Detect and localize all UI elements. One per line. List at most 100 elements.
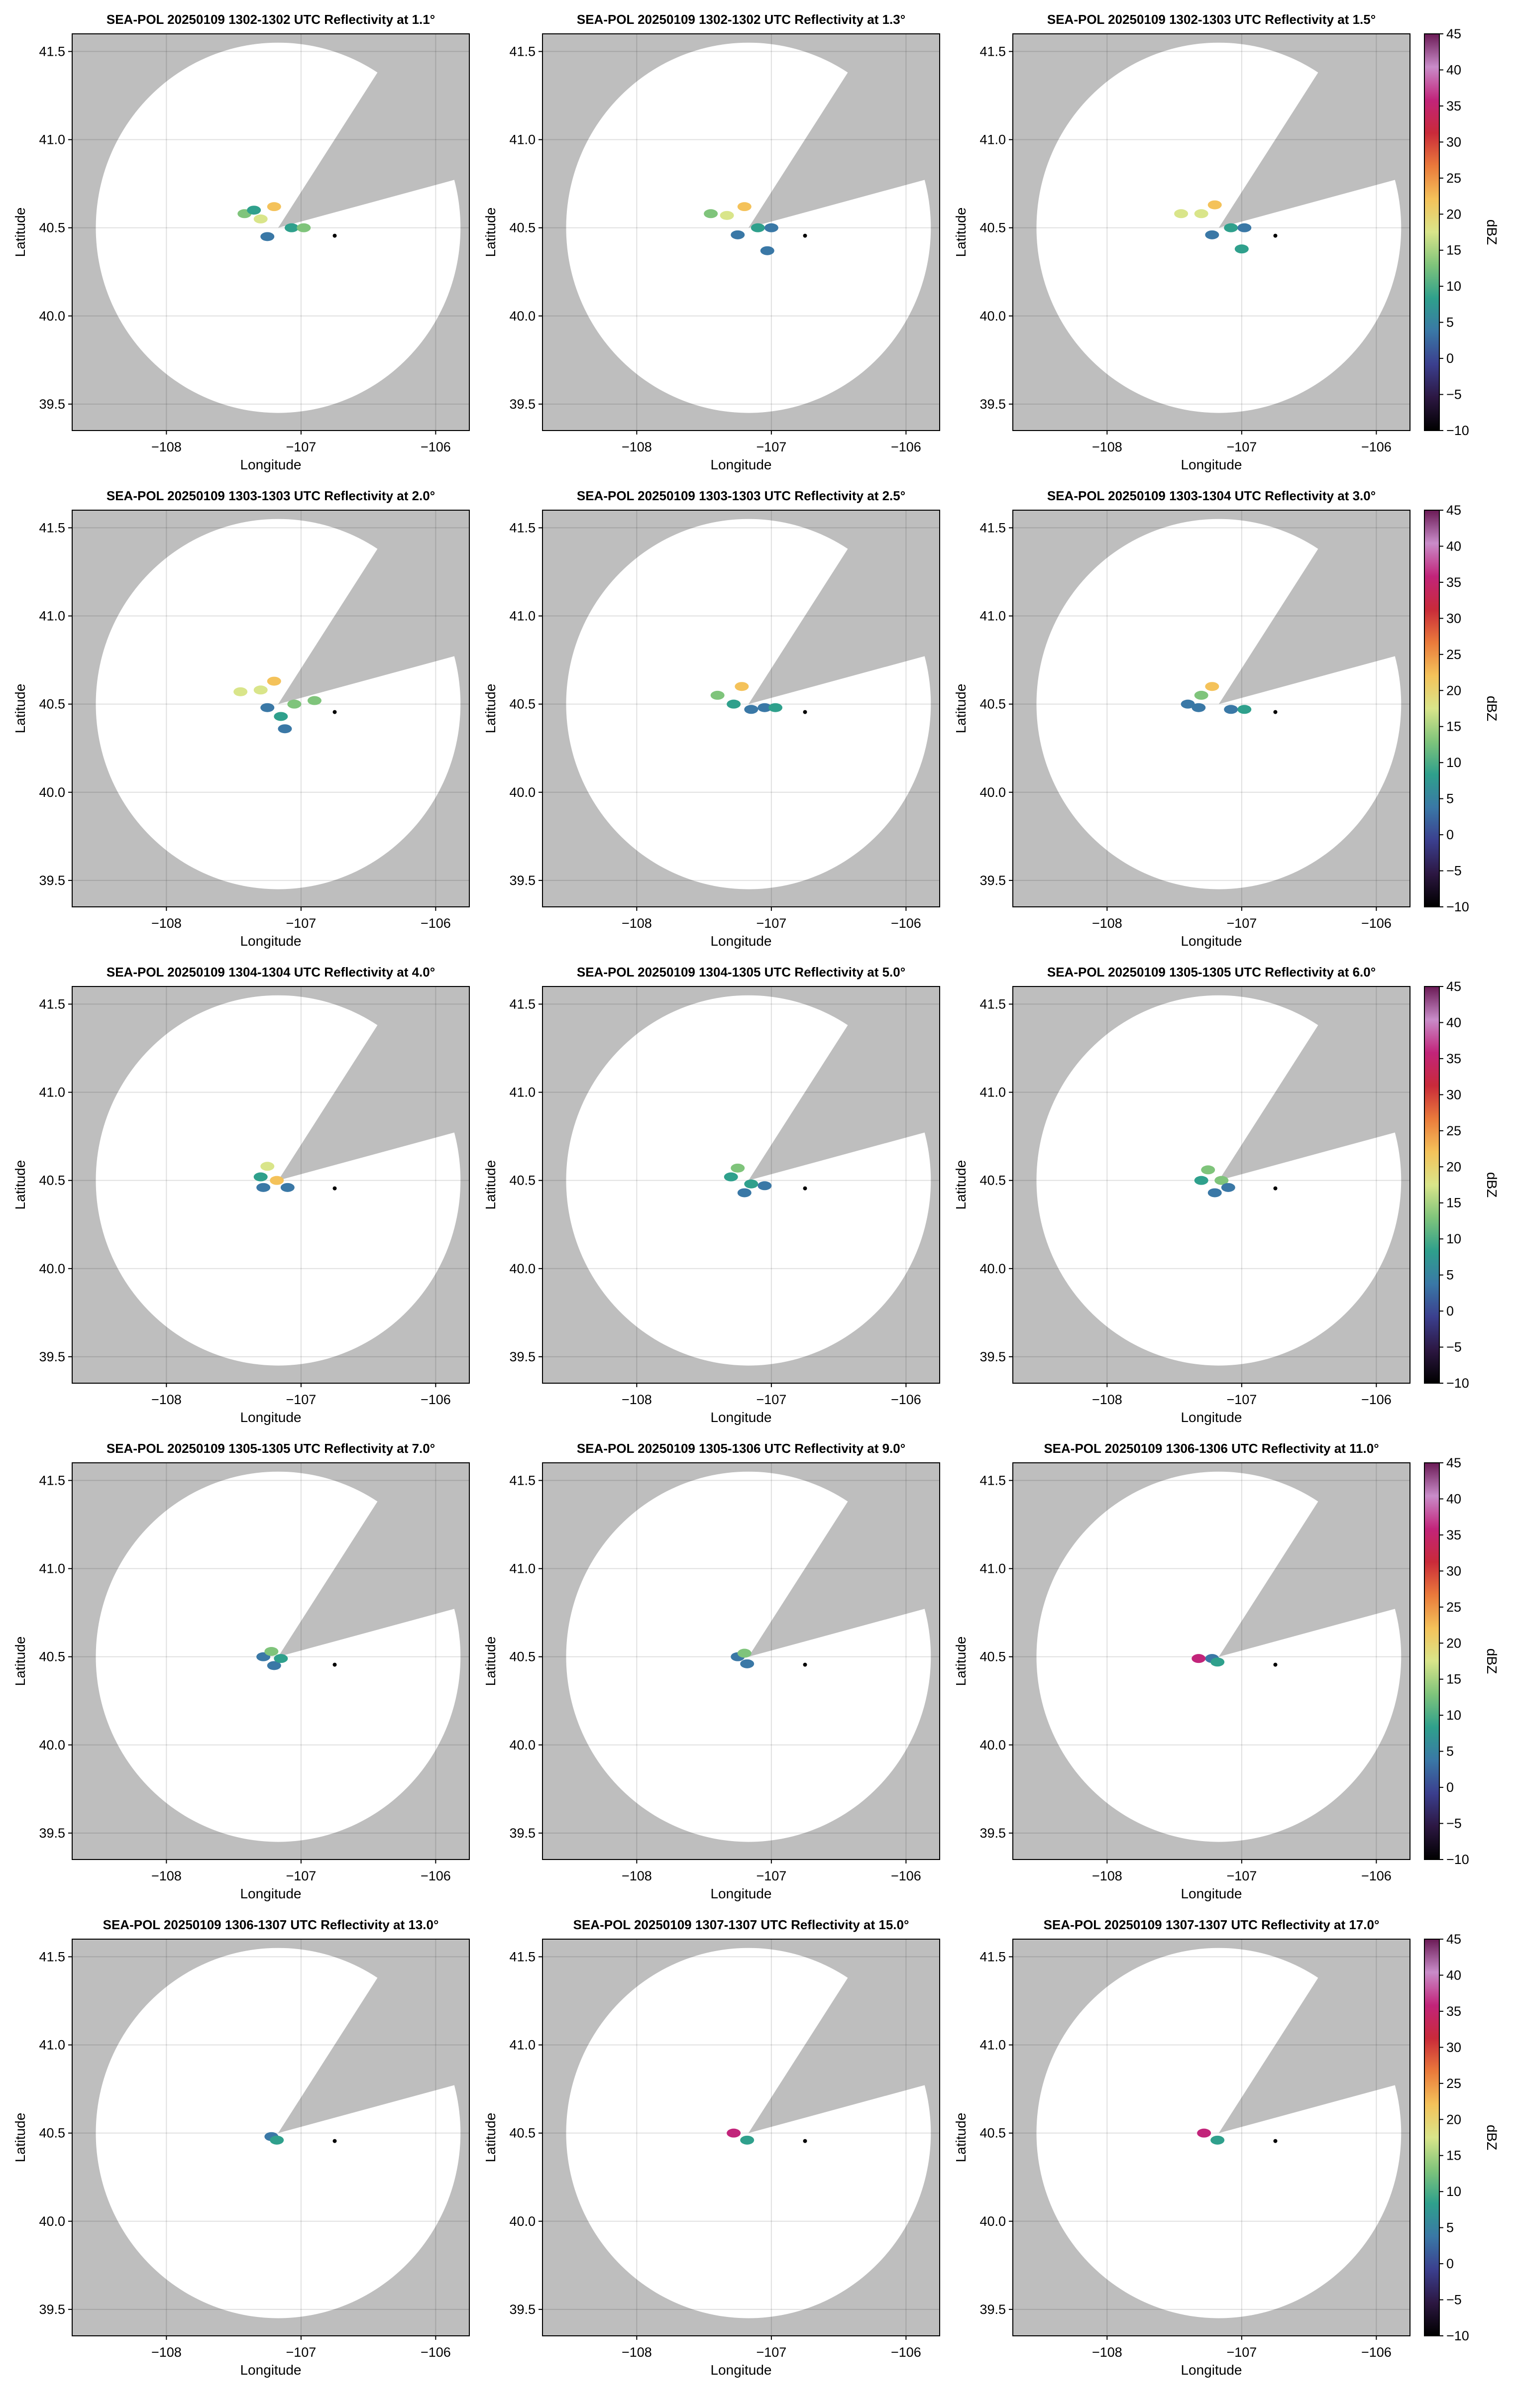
plot-frame: [72, 1462, 470, 1860]
y-tick-label: 40.0: [979, 2214, 1006, 2229]
reflectivity-echo: [1221, 1183, 1235, 1192]
plot-frame: [1012, 986, 1410, 1384]
x-tick-label: −108: [151, 2345, 182, 2360]
reflectivity-echo: [740, 1659, 755, 1668]
colorbar: 45 40 35 30 25 20 15 10 5 0 −5 −10 dBZ: [1424, 503, 1500, 914]
colorbar-tick-label: 40: [1446, 1015, 1461, 1030]
colorbar-tick-label: 45: [1446, 979, 1461, 994]
y-axis-label: Latitude: [483, 1637, 498, 1686]
colorbar-tick-label: 10: [1446, 2184, 1461, 2199]
reflectivity-echo: [764, 223, 778, 232]
x-tick-label: −107: [286, 1392, 316, 1407]
colorbar-tick-label: 30: [1446, 2040, 1461, 2055]
site-marker: [1273, 2139, 1278, 2143]
reflectivity-echo: [267, 202, 281, 212]
y-tick-label: 41.5: [979, 996, 1006, 1011]
x-tick-label: −106: [1361, 916, 1392, 931]
radar-coverage-area: [566, 519, 931, 889]
x-axis-label: Longitude: [240, 1410, 301, 1425]
colorbar-tick-label: 0: [1446, 351, 1454, 366]
y-tick-label: 39.5: [979, 873, 1006, 888]
colorbar-tick-label: 25: [1446, 2076, 1461, 2091]
reflectivity-echo: [270, 2135, 284, 2145]
reflectivity-echo: [1224, 223, 1238, 232]
colorbar-tick-label: 15: [1446, 243, 1461, 258]
y-tick-label: 41.5: [39, 44, 65, 59]
ppi-panel: SEA-POL 20250109 1304-1304 UTC Reflectiv…: [12, 965, 470, 1425]
site-marker: [803, 1186, 807, 1191]
reflectivity-echo: [287, 699, 302, 709]
y-tick-label: 40.0: [509, 2214, 536, 2229]
y-tick-label: 39.5: [509, 873, 536, 888]
reflectivity-echo: [1210, 1657, 1225, 1667]
x-tick-label: −107: [1226, 916, 1257, 931]
ppi-panel: SEA-POL 20250109 1306-1306 UTC Reflectiv…: [953, 1441, 1410, 1901]
panel-title: SEA-POL 20250109 1305-1305 UTC Reflectiv…: [1047, 965, 1376, 980]
radar-coverage-area: [96, 519, 461, 889]
colorbar-tick-label: 40: [1446, 62, 1461, 77]
colorbar-label: dBZ: [1484, 696, 1500, 721]
y-tick-label: 41.5: [509, 1473, 536, 1488]
y-axis-label: Latitude: [953, 1160, 969, 1210]
colorbar-tick-label: 20: [1446, 2112, 1461, 2127]
colorbar-tick-label: 5: [1446, 2220, 1454, 2235]
y-axis-label: Latitude: [12, 2113, 28, 2163]
colorbar-tick-label: 20: [1446, 1636, 1461, 1650]
colorbar-tick-label: −10: [1446, 899, 1469, 914]
plot-frame: [1012, 33, 1410, 431]
ppi-panel: SEA-POL 20250109 1302-1302 UTC Reflectiv…: [483, 12, 940, 472]
y-tick-label: 40.0: [979, 1261, 1006, 1276]
colorbar-tick-label: −5: [1446, 1340, 1462, 1355]
y-axis-label: Latitude: [483, 2113, 498, 2163]
colorbar-tick-label: 20: [1446, 207, 1461, 221]
y-tick-label: 41.5: [979, 1473, 1006, 1488]
reflectivity-echo: [270, 1176, 284, 1185]
reflectivity-echo: [1194, 209, 1208, 219]
y-tick-label: 41.5: [509, 996, 536, 1011]
x-axis-label: Longitude: [240, 933, 301, 949]
colorbar-tick-label: 45: [1446, 503, 1461, 518]
y-tick-label: 39.5: [979, 2302, 1006, 2317]
y-tick-label: 39.5: [39, 2302, 65, 2317]
colorbar-tick-label: 15: [1446, 1196, 1461, 1210]
x-tick-label: −108: [1092, 916, 1122, 931]
reflectivity-echo: [724, 1172, 738, 1182]
y-tick-label: 41.5: [979, 44, 1006, 59]
reflectivity-echo: [744, 1179, 758, 1189]
y-tick-label: 40.0: [979, 309, 1006, 324]
x-tick-label: −107: [756, 2345, 786, 2360]
x-tick-label: −108: [1092, 2345, 1122, 2360]
y-axis-label: Latitude: [953, 684, 969, 734]
x-axis-label: Longitude: [240, 2362, 301, 2378]
colorbar: 45 40 35 30 25 20 15 10 5 0 −5 −10 dBZ: [1424, 979, 1500, 1391]
y-tick-label: 40.5: [979, 220, 1006, 235]
colorbar-tick-label: 25: [1446, 647, 1461, 662]
colorbar-tick-label: 10: [1446, 279, 1461, 294]
colorbar-tick-label: 35: [1446, 99, 1461, 113]
ppi-panel: SEA-POL 20250109 1307-1307 UTC Reflectiv…: [483, 1917, 940, 2378]
colorbar-tick-label: 40: [1446, 539, 1461, 553]
y-tick-label: 40.5: [979, 2126, 1006, 2141]
reflectivity-echo: [278, 724, 292, 734]
colorbar-tick-label: 35: [1446, 1051, 1461, 1066]
y-tick-label: 40.0: [39, 2214, 65, 2229]
colorbar-gradient: [1424, 510, 1440, 907]
y-axis-label: Latitude: [483, 684, 498, 734]
y-tick-label: 40.5: [509, 1649, 536, 1664]
x-tick-label: −107: [756, 439, 786, 454]
y-tick-label: 40.5: [979, 1173, 1006, 1188]
ppi-panel: SEA-POL 20250109 1307-1307 UTC Reflectiv…: [953, 1917, 1410, 2378]
reflectivity-echo: [297, 223, 311, 232]
site-marker: [803, 233, 807, 238]
reflectivity-echo: [1192, 703, 1206, 712]
x-tick-label: −108: [622, 2345, 652, 2360]
reflectivity-echo: [1201, 1165, 1215, 1175]
x-tick-label: −106: [891, 916, 921, 931]
reflectivity-echo: [737, 202, 752, 212]
y-tick-label: 41.0: [509, 609, 536, 624]
y-tick-label: 40.0: [39, 785, 65, 800]
reflectivity-echo: [760, 246, 774, 255]
reflectivity-echo: [735, 682, 749, 691]
y-tick-label: 40.5: [39, 1649, 65, 1664]
reflectivity-echo: [758, 1181, 772, 1191]
